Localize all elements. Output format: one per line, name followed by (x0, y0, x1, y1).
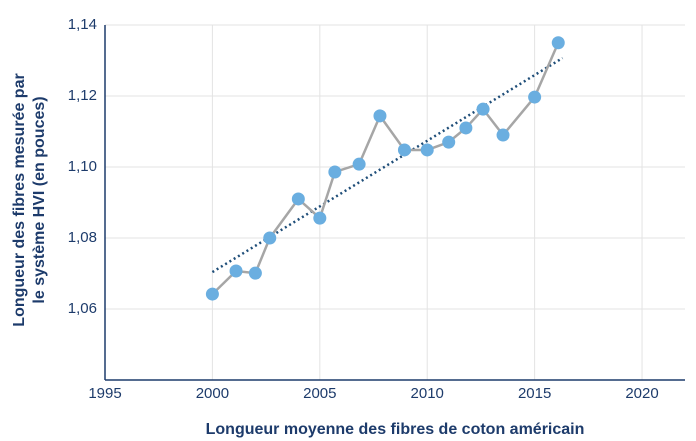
data-point (248, 266, 262, 280)
data-point (291, 192, 305, 206)
y-tick-label: 1,10 (68, 158, 97, 175)
data-point (229, 264, 243, 278)
x-tick-label: 2010 (411, 385, 444, 402)
data-point (528, 90, 542, 104)
y-tick-label: 1,06 (68, 300, 97, 317)
x-tick-label: 2015 (518, 385, 551, 402)
data-point (373, 109, 387, 123)
y-tick-label: 1,12 (68, 87, 97, 104)
y-axis-title: le système HVI (en pouces) (31, 96, 48, 303)
data-point (328, 165, 342, 179)
data-point (263, 231, 277, 245)
x-tick-label: 2000 (196, 385, 229, 402)
data-point (352, 157, 366, 171)
data-point (313, 211, 327, 225)
data-point (476, 102, 490, 116)
data-point (205, 287, 219, 301)
trend-line (211, 56, 564, 274)
data-point (420, 143, 434, 157)
x-tick-label: 1995 (88, 385, 121, 402)
data-point (551, 36, 565, 50)
series-line (211, 42, 560, 295)
y-tick-label: 1,08 (68, 229, 97, 246)
data-point (442, 135, 456, 149)
x-tick-label: 2005 (303, 385, 336, 402)
y-axis-title: Longueur des fibres mesurée par (11, 73, 28, 326)
y-tick-label: 1,14 (68, 16, 97, 33)
data-point (496, 128, 510, 142)
x-axis-title: Longueur moyenne des fibres de coton amé… (206, 421, 585, 438)
x-tick-label: 2020 (625, 385, 658, 402)
data-point (459, 121, 473, 135)
data-point (397, 143, 411, 157)
